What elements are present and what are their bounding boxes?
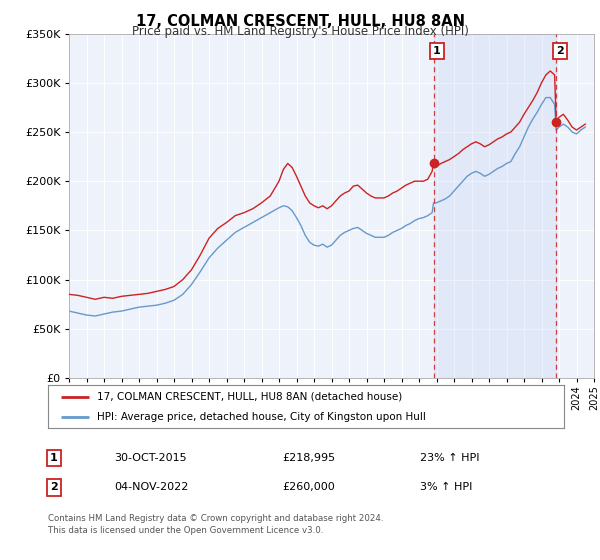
Bar: [434, 34, 556, 378]
Text: 17, COLMAN CRESCENT, HULL, HU8 8AN (detached house): 17, COLMAN CRESCENT, HULL, HU8 8AN (deta…: [97, 392, 402, 402]
Text: 1: 1: [50, 453, 58, 463]
Text: 30-OCT-2015: 30-OCT-2015: [114, 453, 187, 463]
Text: 2: 2: [556, 46, 563, 57]
Text: 3% ↑ HPI: 3% ↑ HPI: [420, 482, 472, 492]
Text: 04-NOV-2022: 04-NOV-2022: [114, 482, 188, 492]
Text: HPI: Average price, detached house, City of Kingston upon Hull: HPI: Average price, detached house, City…: [97, 413, 426, 422]
Text: 1: 1: [433, 46, 441, 57]
Text: Contains HM Land Registry data © Crown copyright and database right 2024.
This d: Contains HM Land Registry data © Crown c…: [48, 514, 383, 535]
Text: Price paid vs. HM Land Registry's House Price Index (HPI): Price paid vs. HM Land Registry's House …: [131, 25, 469, 38]
Text: 23% ↑ HPI: 23% ↑ HPI: [420, 453, 479, 463]
Text: 2: 2: [50, 482, 58, 492]
Text: £260,000: £260,000: [282, 482, 335, 492]
Text: £218,995: £218,995: [282, 453, 335, 463]
Text: 17, COLMAN CRESCENT, HULL, HU8 8AN: 17, COLMAN CRESCENT, HULL, HU8 8AN: [136, 14, 464, 29]
